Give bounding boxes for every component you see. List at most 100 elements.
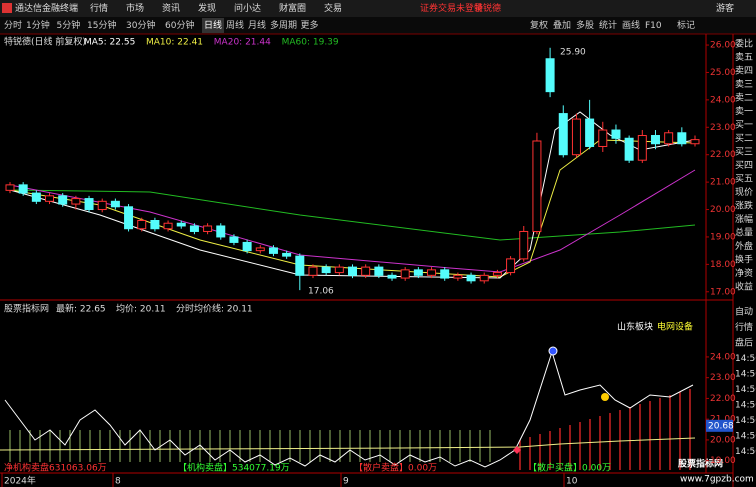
candle-body [203,225,213,232]
candle-body [216,225,226,238]
candle-body [506,258,516,274]
candle-body [440,269,450,279]
tool-button[interactable]: F10 [645,21,662,31]
sidebar-label: 外盘 [735,240,753,252]
average-line [0,437,696,451]
candle-body [558,113,568,156]
candle-body [453,274,463,279]
candle-body [361,266,371,276]
flow-label: 【散户买盘】0.00万 [528,462,611,474]
candle-body [427,269,437,276]
date-label: 10 [566,477,578,487]
flow-label: 【散户卖盘】0.00万 [354,462,437,474]
indicator-stat: 最新: 22.65 [56,303,106,315]
period-tab[interactable]: 分时 [4,19,22,31]
candle-body [334,266,344,274]
period-tab[interactable]: 5分钟 [57,19,81,31]
sidebar-label: 买四 [735,160,753,171]
candle-body [492,272,502,276]
price-tick-label: 20.00 [710,205,736,215]
sidebar-label: 14:50 [735,370,756,380]
user[interactable]: 游客 [716,2,734,14]
sidebar-label: 14:50 [735,385,756,395]
sidebar-label: 卖二 [735,93,753,104]
sidebar-label: 14:50 [735,432,756,442]
sidebar-label: 卖一 [735,106,753,117]
menu-item[interactable]: 问小达 [234,2,261,14]
period-tab[interactable]: 周线 [226,19,244,31]
indicator-bars [9,389,691,470]
period-tab[interactable]: 1分钟 [26,19,50,31]
sidebar-label: 净资 [735,267,753,279]
menu-item[interactable]: 市场 [126,2,144,14]
tool-button[interactable]: 复权 [530,19,548,31]
period-tab[interactable]: 月线 [248,19,266,31]
marker [601,393,609,401]
indicator-stat: 分时均价线: 20.11 [176,303,253,315]
candle-body [268,247,278,254]
period-tab[interactable]: 更多 [301,19,319,31]
ma-legend: MA5: 22.55 [84,38,135,48]
tool-button[interactable]: 叠加 [553,20,571,31]
indicator-tick-label: 20.00 [710,435,736,445]
marker [513,446,521,454]
candle-body [308,266,318,276]
candle-body [348,266,357,276]
price-tick-label: 18.00 [710,260,736,270]
watermark: www.7gpzb.com [680,475,754,485]
menu-item[interactable]: 发现 [198,2,216,14]
ma-legend: MA20: 21.44 [214,38,271,48]
chart-legend: 特锐德(日线 前复权) [4,36,86,48]
sidebar-label: 涨跌 [735,201,753,212]
sidebar-label: 收益 [735,281,753,293]
candle-body [255,247,265,252]
date-label: 8 [115,477,121,487]
sidebar-label: 盘后 [735,337,753,349]
candle-body [163,222,173,230]
period-tab[interactable]: 15分钟 [87,19,116,31]
candle-body [545,58,555,93]
candle-body [45,195,55,202]
sidebar-label: 买三 [735,147,753,158]
period-tab[interactable]: 多周期 [270,19,297,31]
menu-item[interactable]: 资讯 [162,3,180,14]
indicator-line [4,350,694,468]
period-tab[interactable]: 日线 [204,19,222,31]
sidebar-label: 卖三 [735,79,753,90]
candle-body [519,230,529,260]
marker [548,346,558,356]
candle-body [321,266,331,274]
candle-body [282,252,292,257]
login-status[interactable]: 证券交易未登录 [420,2,483,14]
tool-button[interactable]: 画线 [622,19,640,31]
sidebar-label: 卖五 [735,52,753,63]
indicator-tick-label: 22.00 [710,394,736,404]
candle-body [650,135,660,145]
date-label: 9 [343,477,349,487]
sidebar-label: 买一 [735,120,753,131]
candle-body [124,206,134,230]
menu-item[interactable]: 行情 [90,2,108,14]
price-tick-label: 25.00 [710,68,736,78]
sidebar-label: 自动 [735,306,753,318]
tool-button[interactable]: 统计 [599,19,617,31]
sidebar-label: 换手 [735,254,753,266]
ma-legend: MA10: 22.41 [146,38,203,48]
indicator-tick-label: 24.00 [710,352,736,362]
menu-item[interactable]: 交易 [324,2,342,14]
sidebar-label: 14:50 [735,354,756,364]
sidebar-label: 买二 [735,133,753,144]
price-tick-label: 19.00 [710,232,736,242]
moving-averages [9,111,696,279]
indicator-title: 股票指标网 [4,303,49,315]
tag: 山东板块 [617,321,653,333]
tool-button[interactable]: 多股 [576,19,594,31]
period-tab[interactable]: 30分钟 [126,19,155,31]
menu-item[interactable]: 财富圈 [279,2,306,14]
tool-button[interactable]: 标记 [677,19,695,31]
ma60-line [9,189,696,241]
active-tab [202,18,224,33]
candle-body [413,269,423,276]
period-tab[interactable]: 60分钟 [165,19,194,31]
